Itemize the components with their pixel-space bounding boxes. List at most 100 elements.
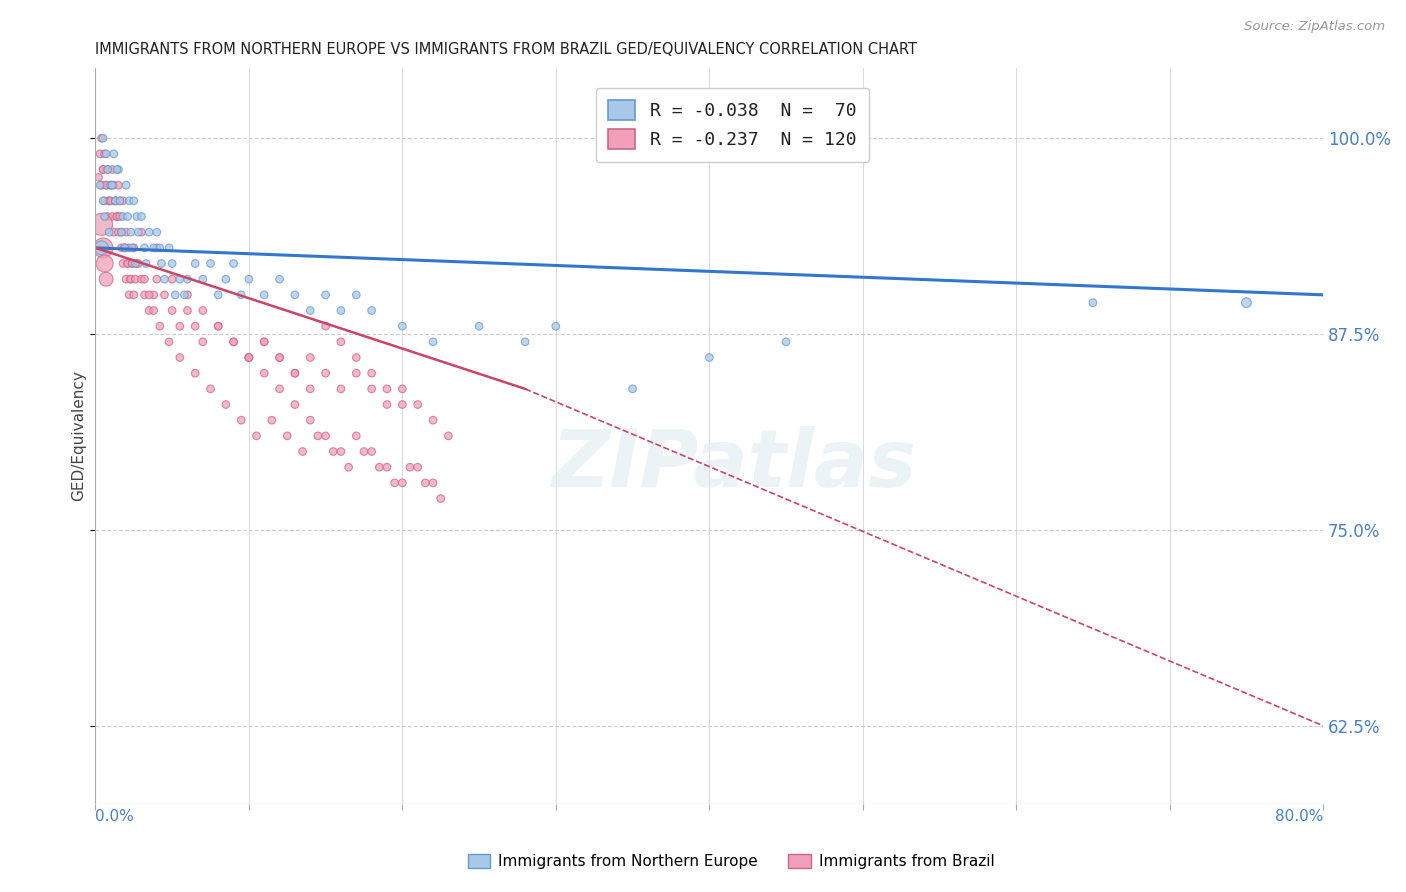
Point (375, 382, 398, 396)
Point (107, 178, 129, 193)
Point (238, 351, 260, 365)
Point (368, 460, 391, 475)
Point (337, 460, 360, 475)
Point (253, 288, 276, 302)
Point (160, 272, 183, 286)
Point (122, 194, 145, 208)
Point (131, 272, 153, 286)
Point (115, 272, 138, 286)
Point (97, 210, 120, 224)
Point (329, 334, 352, 349)
Point (91, 162, 114, 177)
Point (112, 210, 135, 224)
Point (120, 272, 142, 286)
Legend: R = -0.038  N =  70, R = -0.237  N = 120: R = -0.038 N = 70, R = -0.237 N = 120 (596, 87, 869, 161)
Point (222, 256, 245, 270)
Point (115, 225, 138, 239)
Point (207, 288, 229, 302)
Point (108, 194, 131, 208)
Point (124, 272, 146, 286)
Point (104, 194, 127, 208)
Point (173, 288, 195, 302)
Point (90, 218, 112, 232)
Point (157, 334, 180, 349)
Point (100, 194, 122, 208)
Point (112, 194, 135, 208)
Point (307, 429, 329, 443)
Point (429, 491, 451, 506)
Point (97, 162, 120, 177)
Point (184, 256, 207, 270)
Point (169, 272, 191, 286)
Point (127, 256, 149, 270)
Point (103, 225, 125, 239)
Point (94, 146, 117, 161)
Point (176, 272, 198, 286)
Point (110, 225, 132, 239)
Point (200, 256, 222, 270)
Point (360, 382, 382, 396)
Point (153, 288, 176, 302)
Point (122, 241, 145, 255)
Point (90, 178, 112, 193)
Point (222, 334, 245, 349)
Point (160, 256, 183, 270)
Point (90, 241, 112, 255)
Text: ZIPatlas: ZIPatlas (551, 426, 917, 504)
Point (146, 272, 169, 286)
Point (104, 194, 127, 208)
Point (146, 241, 169, 255)
Point (91, 241, 114, 255)
Point (176, 288, 198, 302)
Point (120, 225, 142, 239)
Point (360, 444, 382, 458)
Point (94, 272, 117, 286)
Point (391, 382, 413, 396)
Point (299, 303, 322, 318)
Point (105, 162, 128, 177)
Point (127, 225, 149, 239)
Point (284, 398, 307, 412)
Point (94, 178, 117, 193)
Point (165, 288, 187, 302)
Point (101, 210, 124, 224)
Point (422, 413, 444, 427)
Point (360, 303, 382, 318)
Point (245, 429, 267, 443)
Point (115, 178, 138, 193)
Point (422, 334, 444, 349)
Text: 0.0%: 0.0% (96, 809, 134, 824)
Point (142, 303, 165, 318)
Point (360, 366, 382, 380)
Point (384, 475, 406, 490)
Point (89, 146, 111, 161)
Point (91, 194, 114, 208)
Point (344, 351, 367, 365)
Point (215, 272, 238, 286)
Point (284, 366, 307, 380)
Point (110, 225, 132, 239)
Point (269, 382, 291, 396)
Point (98, 225, 121, 239)
Point (375, 460, 398, 475)
Point (91, 131, 114, 145)
Point (98, 194, 121, 208)
Point (207, 319, 229, 334)
Point (284, 366, 307, 380)
Point (124, 256, 146, 270)
Point (299, 382, 322, 396)
Point (269, 351, 291, 365)
Text: 80.0%: 80.0% (1275, 809, 1323, 824)
Point (191, 272, 214, 286)
Point (121, 241, 143, 255)
Point (125, 256, 148, 270)
Point (276, 429, 298, 443)
Point (513, 334, 536, 349)
Point (112, 256, 135, 270)
Point (315, 429, 337, 443)
Point (697, 351, 720, 365)
Point (93, 146, 115, 161)
Legend: Immigrants from Northern Europe, Immigrants from Brazil: Immigrants from Northern Europe, Immigra… (461, 848, 1001, 875)
Point (391, 475, 413, 490)
Point (315, 288, 337, 302)
